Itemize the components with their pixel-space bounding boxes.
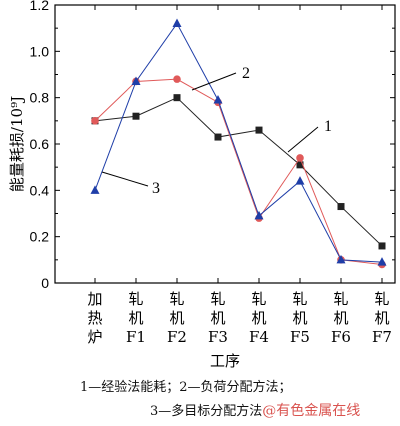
data-point xyxy=(377,257,387,266)
y-tick-label: 0 xyxy=(41,275,49,291)
data-point xyxy=(213,94,223,104)
y-tick-label: 0.6 xyxy=(30,136,50,152)
x-category-label: 炉 xyxy=(87,328,102,346)
data-point xyxy=(296,161,304,169)
x-axis-title: 工序 xyxy=(210,352,240,370)
x-category-label: F2 xyxy=(167,328,187,346)
data-point xyxy=(254,210,264,220)
watermark: @有色金属在线 xyxy=(262,403,361,419)
x-category-label: F4 xyxy=(249,328,269,346)
x-category-label: 机 xyxy=(251,309,266,327)
x-category-label: 机 xyxy=(374,309,389,327)
x-category-label: 机 xyxy=(292,309,307,327)
data-point xyxy=(132,112,140,120)
x-category-label: 热 xyxy=(87,309,102,327)
x-category-label: 机 xyxy=(333,309,348,327)
data-point xyxy=(214,133,222,141)
series-line-3 xyxy=(94,22,383,263)
x-category-label: 加 xyxy=(87,290,102,308)
series-line-2 xyxy=(94,78,383,265)
plot-frame xyxy=(54,4,396,284)
chart: 00.20.40.60.81.01.2加热炉轧机F1轧机F2轧机F3轧机F4轧机… xyxy=(8,0,396,370)
x-category-label: 轧 xyxy=(251,290,266,308)
series-annotation-leader xyxy=(287,126,319,153)
x-category-label: 轧 xyxy=(374,290,389,308)
series-annotation-label: 3 xyxy=(152,180,160,197)
data-point xyxy=(336,254,346,264)
series-annotation-label: 2 xyxy=(242,65,250,82)
x-category-label: F5 xyxy=(290,328,310,346)
data-point xyxy=(172,18,182,28)
data-point xyxy=(91,117,99,125)
y-tick-label: 0.2 xyxy=(30,229,50,245)
data-point xyxy=(378,242,386,250)
x-category-label: F7 xyxy=(372,328,392,346)
x-category-label: 轧 xyxy=(292,290,307,308)
data-point xyxy=(173,94,181,102)
y-tick-label: 0.8 xyxy=(30,90,50,106)
series-annotation-label: 1 xyxy=(324,118,332,135)
legend-line-2-text: 3—多目标分配方法 xyxy=(150,404,263,419)
data-point xyxy=(296,154,304,162)
x-category-label: 轧 xyxy=(333,290,348,308)
data-point xyxy=(295,176,305,185)
series-annotation-leader xyxy=(101,171,149,187)
data-point xyxy=(173,75,181,83)
series-line-1 xyxy=(94,97,383,247)
y-tick-label: 0.4 xyxy=(30,182,50,198)
data-point xyxy=(90,185,100,194)
x-category-label: F3 xyxy=(208,328,228,346)
series-annotation-leader xyxy=(191,72,237,91)
x-category-label: 轧 xyxy=(169,290,184,308)
y-tick-label: 1.2 xyxy=(30,0,50,13)
x-category-label: 机 xyxy=(169,309,184,327)
legend-line-2: 3—多目标分配方法@有色金属在线 xyxy=(150,400,360,420)
data-point xyxy=(255,126,263,134)
x-category-label: 机 xyxy=(210,309,225,327)
x-category-label: F1 xyxy=(126,328,146,346)
x-category-label: 轧 xyxy=(210,290,225,308)
x-category-label: F6 xyxy=(331,328,351,346)
legend-line-1: 1—经验法能耗；2—负荷分配方法； xyxy=(80,380,292,395)
y-axis-title: 能量耗损/10⁹J xyxy=(8,96,26,192)
x-category-label: 轧 xyxy=(128,290,143,308)
data-point xyxy=(337,203,345,211)
data-point xyxy=(131,76,141,85)
y-tick-label: 1.0 xyxy=(30,43,50,59)
x-category-label: 机 xyxy=(128,309,143,327)
